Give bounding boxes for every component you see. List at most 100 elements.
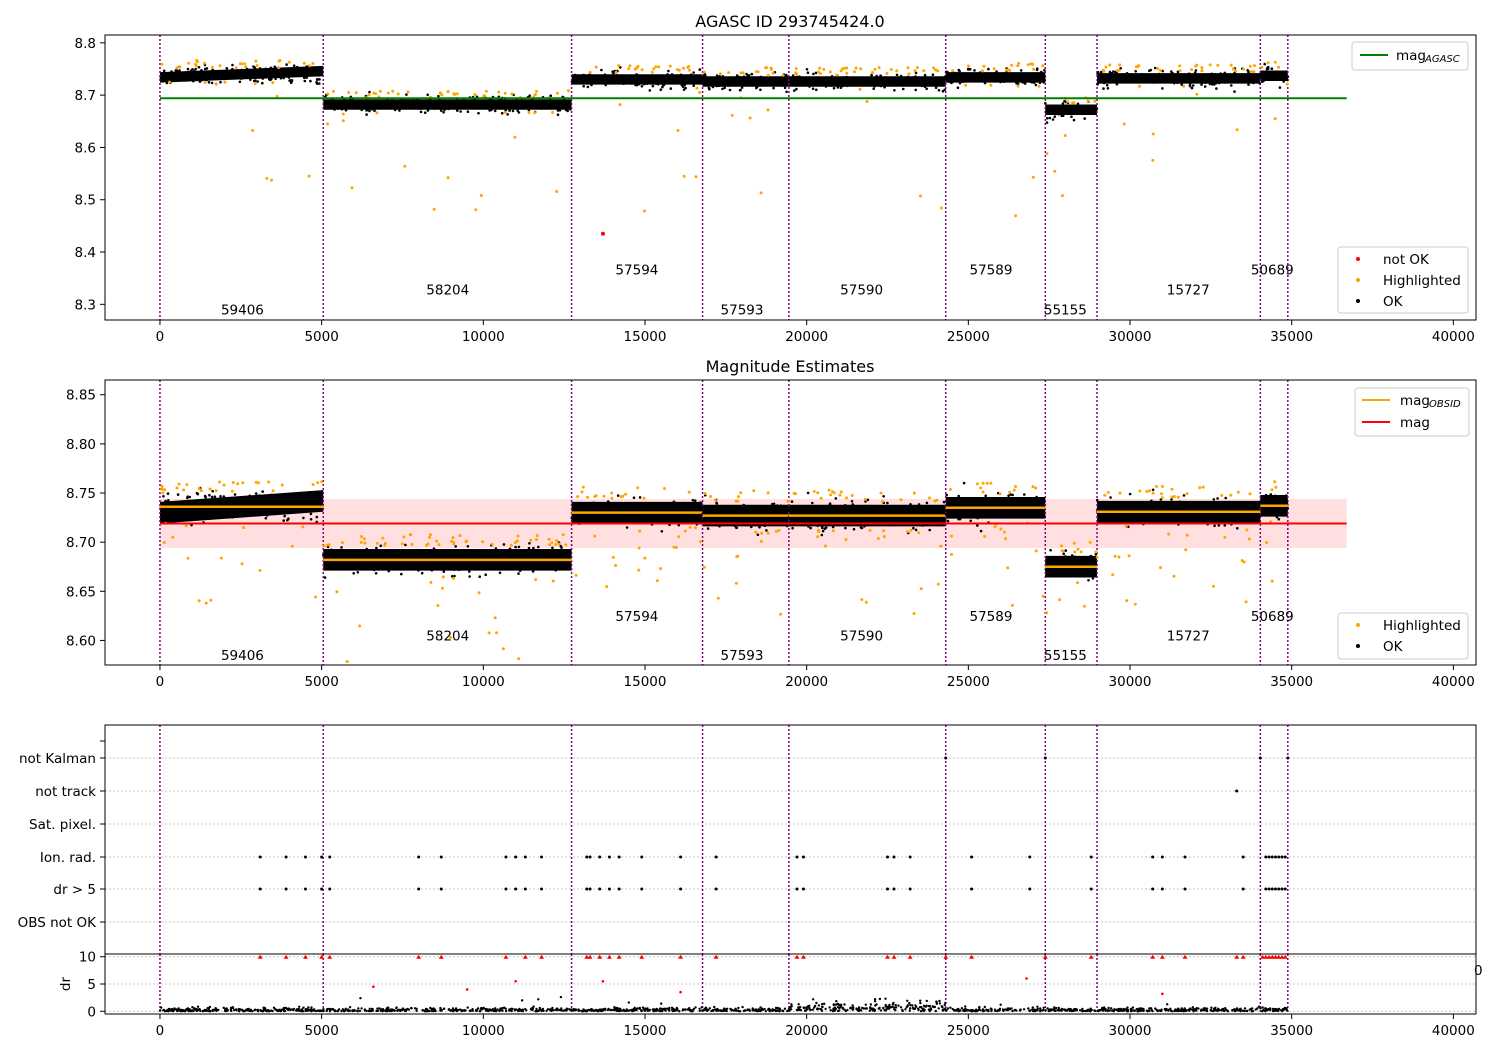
ok-point: [757, 511, 760, 514]
flag-row-labels: not Kalmannot trackSat. pixel.Ion. rad.d…: [18, 741, 105, 931]
ok-point: [440, 109, 443, 112]
ok-point: [1188, 72, 1191, 75]
ok-point: [424, 111, 427, 114]
dr-point: [1028, 1010, 1030, 1012]
ok-point: [672, 519, 675, 522]
ok-point: [987, 68, 990, 71]
dr-clipped-marker: [503, 955, 508, 959]
ok-point: [365, 548, 368, 551]
ok-point: [439, 104, 442, 107]
dr-point: [537, 998, 539, 1000]
ok-point: [879, 74, 882, 77]
ok-point: [625, 517, 628, 520]
highlighted-point: [452, 542, 455, 545]
highlighted-point: [511, 93, 514, 96]
flag-event: [417, 888, 420, 891]
ok-point: [695, 77, 698, 80]
ok-point: [400, 101, 403, 104]
ok-point: [469, 561, 472, 564]
highlighted-point: [895, 69, 898, 72]
highlighted-point: [686, 66, 689, 69]
dr-point: [828, 1006, 830, 1008]
dr-point: [824, 1008, 826, 1010]
ok-point: [170, 70, 173, 73]
dr-point: [284, 1010, 286, 1012]
ok-point: [546, 107, 549, 110]
ok-point: [1127, 73, 1130, 76]
highlighted-point: [610, 492, 613, 495]
ok-point: [1152, 489, 1155, 492]
dr-point: [204, 1009, 206, 1011]
dr-point: [919, 1006, 921, 1008]
ok-point: [447, 108, 450, 111]
dr-point: [508, 1009, 510, 1011]
ok-point: [943, 507, 946, 510]
ok-point: [442, 561, 445, 564]
ok-point: [528, 99, 531, 102]
ok-point: [1218, 517, 1221, 520]
dr-point: [1049, 1009, 1051, 1011]
dr-point: [1173, 1010, 1175, 1012]
highlighted-point: [483, 94, 486, 97]
ok-point: [743, 504, 746, 507]
dr-point: [591, 1009, 593, 1011]
highlighted-point: [1005, 69, 1008, 72]
dr-point: [1023, 1008, 1025, 1010]
highlighted-point: [1103, 494, 1106, 497]
dr-point: [1192, 1006, 1194, 1008]
highlighted-point: [1148, 489, 1151, 492]
ok-point: [478, 575, 481, 578]
ok-point: [494, 556, 497, 559]
ok-point: [249, 497, 252, 500]
ok-point: [205, 510, 208, 513]
axes-frame: [105, 725, 1476, 954]
ok-point: [316, 78, 319, 81]
highlighted-point: [877, 537, 880, 540]
x-tick-label: 25000: [947, 1023, 990, 1039]
ok-point: [791, 507, 794, 510]
ok-point: [924, 74, 927, 77]
ok-point: [650, 516, 653, 519]
highlighted-point: [637, 569, 640, 572]
flag-event: [909, 856, 912, 859]
ok-point: [962, 81, 965, 84]
ok-point: [396, 102, 399, 105]
obs-labels: 5940658204575945759357590575895515515727…: [221, 609, 1294, 664]
ok-point: [417, 107, 420, 110]
ok-point: [563, 106, 566, 109]
ok-point: [735, 79, 738, 82]
dr-point: [1285, 1007, 1287, 1009]
ok-point: [380, 545, 383, 548]
ok-point: [169, 516, 172, 519]
highlighted-point: [548, 538, 551, 541]
ok-point: [397, 562, 400, 565]
highlighted-point: [178, 66, 181, 69]
ok-point: [639, 496, 642, 499]
ok-point: [773, 518, 776, 521]
ok-point: [837, 86, 840, 89]
ok-point: [817, 508, 820, 511]
ok-point: [353, 563, 356, 566]
highlighted-point: [986, 482, 989, 485]
ok-point: [171, 78, 174, 81]
ok-point: [1150, 505, 1153, 508]
ok-point: [718, 84, 721, 87]
dr-point: [914, 1004, 916, 1006]
ok-point: [374, 105, 377, 108]
flag-points: [259, 757, 1290, 891]
ok-point: [921, 78, 924, 81]
ok-point: [772, 87, 775, 90]
highlighted-point: [558, 543, 561, 546]
flag-grid: [105, 758, 1476, 922]
dr-point: [322, 1008, 324, 1010]
ok-point: [231, 64, 234, 67]
ok-point: [1165, 514, 1168, 517]
ok-point: [669, 82, 672, 85]
ok-point: [1219, 74, 1222, 77]
ok-point: [186, 71, 189, 74]
ok-point: [582, 74, 585, 77]
ok-point: [825, 517, 828, 520]
ok-point: [966, 511, 969, 514]
ok-point: [270, 68, 273, 71]
dr-point: [1094, 1010, 1096, 1012]
